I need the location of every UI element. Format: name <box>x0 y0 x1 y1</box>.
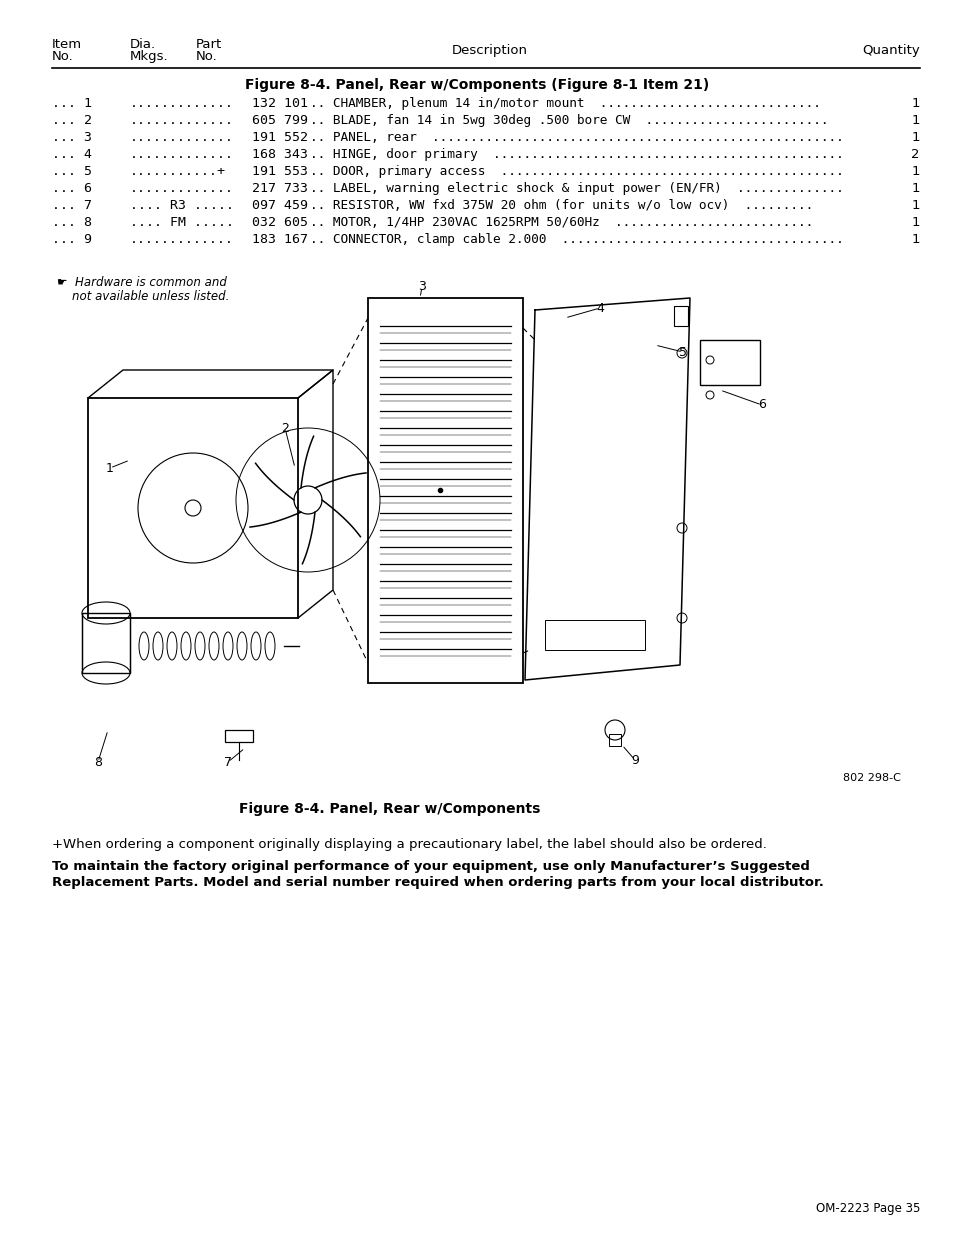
Text: .. CHAMBER, plenum 14 in/motor mount  .............................: .. CHAMBER, plenum 14 in/motor mount ...… <box>310 98 820 110</box>
Text: Figure 8-4. Panel, Rear w/Components: Figure 8-4. Panel, Rear w/Components <box>239 802 540 816</box>
Text: 183 167: 183 167 <box>252 233 308 246</box>
Text: 1: 1 <box>910 114 919 127</box>
Text: 097 459: 097 459 <box>252 199 308 212</box>
Text: .............: ............. <box>130 148 233 161</box>
Text: 802 298-C: 802 298-C <box>842 773 900 783</box>
Text: 1: 1 <box>106 462 113 474</box>
Text: ... 6: ... 6 <box>52 182 91 195</box>
Text: 8: 8 <box>94 756 102 768</box>
Text: ... 1: ... 1 <box>52 98 91 110</box>
Text: 1: 1 <box>910 165 919 178</box>
Text: .. BLADE, fan 14 in 5wg 30deg .500 bore CW  ........................: .. BLADE, fan 14 in 5wg 30deg .500 bore … <box>310 114 827 127</box>
Text: 6: 6 <box>758 399 765 411</box>
Text: To maintain the factory original performance of your equipment, use only Manufac: To maintain the factory original perform… <box>52 860 809 873</box>
Bar <box>368 298 522 683</box>
Text: 3: 3 <box>417 280 425 294</box>
Text: 4: 4 <box>596 301 603 315</box>
Text: 9: 9 <box>630 753 639 767</box>
Text: ☛  Hardware is common and: ☛ Hardware is common and <box>57 275 227 289</box>
Text: Mkgs.: Mkgs. <box>130 49 169 63</box>
Text: 2: 2 <box>281 421 289 435</box>
Text: .... FM .....: .... FM ..... <box>130 216 233 228</box>
Text: ...........+: ...........+ <box>130 165 226 178</box>
Text: .............: ............. <box>130 114 233 127</box>
Text: 217 733: 217 733 <box>252 182 308 195</box>
Text: 2: 2 <box>910 148 919 161</box>
Text: Quantity: Quantity <box>862 44 919 57</box>
Bar <box>544 620 644 650</box>
Text: 032 605: 032 605 <box>252 216 308 228</box>
Text: 7: 7 <box>224 756 232 768</box>
Text: ... 2: ... 2 <box>52 114 91 127</box>
Text: Item: Item <box>52 38 82 51</box>
Bar <box>608 734 620 746</box>
Text: 191 552: 191 552 <box>252 131 308 144</box>
Text: Replacement Parts. Model and serial number required when ordering parts from you: Replacement Parts. Model and serial numb… <box>52 876 823 889</box>
Text: Dia.: Dia. <box>130 38 156 51</box>
Text: .. DOOR, primary access  .............................................: .. DOOR, primary access ................… <box>310 165 842 178</box>
Text: .. MOTOR, 1/4HP 230VAC 1625RPM 50/60Hz  ..........................: .. MOTOR, 1/4HP 230VAC 1625RPM 50/60Hz .… <box>310 216 812 228</box>
Bar <box>673 306 687 326</box>
Text: .............: ............. <box>130 98 233 110</box>
Text: .............: ............. <box>130 233 233 246</box>
Text: +When ordering a component originally displaying a precautionary label, the labe: +When ordering a component originally di… <box>52 839 766 851</box>
Text: .. PANEL, rear  ......................................................: .. PANEL, rear .........................… <box>310 131 842 144</box>
Text: 191 553: 191 553 <box>252 165 308 178</box>
Text: ... 9: ... 9 <box>52 233 91 246</box>
Text: 1: 1 <box>910 131 919 144</box>
Text: Part: Part <box>195 38 222 51</box>
Text: ... 8: ... 8 <box>52 216 91 228</box>
Bar <box>700 340 760 385</box>
Text: 1: 1 <box>910 98 919 110</box>
Text: 1: 1 <box>910 216 919 228</box>
Bar <box>82 613 130 673</box>
Text: 1: 1 <box>910 199 919 212</box>
Text: 1: 1 <box>910 233 919 246</box>
Text: .. HINGE, door primary  ..............................................: .. HINGE, door primary .................… <box>310 148 842 161</box>
Text: .. RESISTOR, WW fxd 375W 20 ohm (for units w/o low ocv)  .........: .. RESISTOR, WW fxd 375W 20 ohm (for uni… <box>310 199 812 212</box>
Text: 5: 5 <box>679 346 686 358</box>
Text: OM-2223 Page 35: OM-2223 Page 35 <box>815 1202 919 1215</box>
Text: .. CONNECTOR, clamp cable 2.000  .....................................: .. CONNECTOR, clamp cable 2.000 ........… <box>310 233 842 246</box>
Text: not available unless listed.: not available unless listed. <box>57 290 229 303</box>
Text: .............: ............. <box>130 182 233 195</box>
Bar <box>225 730 253 742</box>
Text: 132 101: 132 101 <box>252 98 308 110</box>
Text: 1: 1 <box>910 182 919 195</box>
Text: .... R3 .....: .... R3 ..... <box>130 199 233 212</box>
Text: ... 5: ... 5 <box>52 165 91 178</box>
Text: No.: No. <box>52 49 73 63</box>
Bar <box>88 398 297 618</box>
Text: Figure 8-4. Panel, Rear w/Components (Figure 8-1 Item 21): Figure 8-4. Panel, Rear w/Components (Fi… <box>245 78 708 91</box>
Text: ... 3: ... 3 <box>52 131 91 144</box>
Text: .. LABEL, warning electric shock & input power (EN/FR)  ..............: .. LABEL, warning electric shock & input… <box>310 182 842 195</box>
Text: 605 799: 605 799 <box>252 114 308 127</box>
Text: ... 4: ... 4 <box>52 148 91 161</box>
Text: .............: ............. <box>130 131 233 144</box>
Text: Description: Description <box>452 44 527 57</box>
Text: 168 343: 168 343 <box>252 148 308 161</box>
Text: ... 7: ... 7 <box>52 199 91 212</box>
Text: No.: No. <box>195 49 217 63</box>
